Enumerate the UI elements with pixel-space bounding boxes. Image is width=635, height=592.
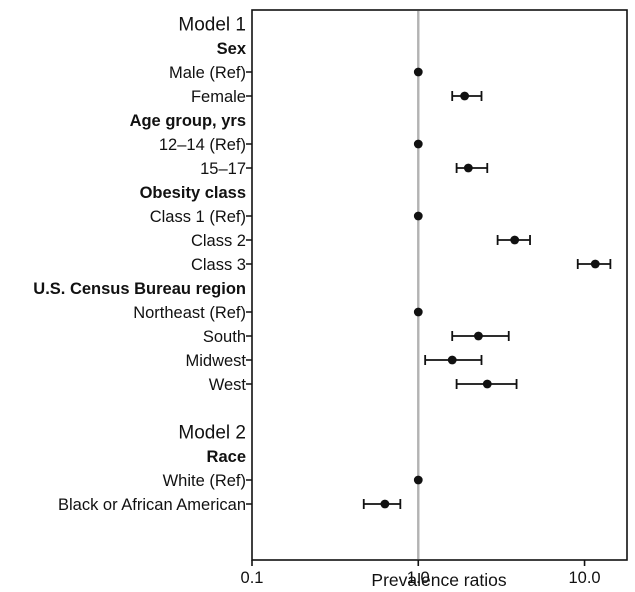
row-label: Black or African American [58,496,246,514]
row-label: Northeast (Ref) [133,304,246,322]
x-axis-tick-label: 10.0 [568,569,600,587]
group-header-label: U.S. Census Bureau region [33,280,246,298]
x-axis-title: Prevalence ratios [371,570,506,590]
row-label: Midwest [185,352,246,370]
point-estimate [510,235,520,245]
group-header-label: Race [207,448,246,466]
point-estimate [474,331,483,341]
point-estimate [463,163,473,173]
point-estimate [482,379,492,389]
group-header-label: Sex [217,40,247,58]
row-label: Female [191,88,246,106]
row-label: Male (Ref) [169,64,246,82]
row-label: South [203,328,246,346]
model-title-label: Model 2 [178,423,246,444]
point-estimate-reference [413,139,423,149]
point-estimate [447,355,457,365]
row-label: 12–14 (Ref) [159,136,246,154]
row-label: 15–17 [200,160,246,178]
plot-root: 0.1 1.0 10.0 Model 1 Sex Male (Ref) Female Age … [33,9,628,587]
point-estimate-reference [413,211,423,221]
group-header-label: Age group, yrs [130,112,246,130]
row-label: White (Ref) [163,472,246,490]
point-estimate [380,499,390,509]
group-header-label: Obesity class [140,184,246,202]
model-title-label: Model 1 [178,15,246,36]
point-estimate [460,91,470,101]
row-label: Class 1 (Ref) [150,208,246,226]
point-estimate-reference [413,475,423,485]
row-label: Class 3 [191,256,246,274]
x-axis-tick-label: 1.0 [407,569,430,587]
row-label: West [209,376,247,394]
point-estimate [590,259,600,269]
point-estimate-reference [413,67,423,77]
point-estimate-reference [413,307,423,317]
row-label: Class 2 [191,232,246,250]
x-axis-tick-label: 0.1 [241,569,264,587]
plot-frame [251,9,628,561]
